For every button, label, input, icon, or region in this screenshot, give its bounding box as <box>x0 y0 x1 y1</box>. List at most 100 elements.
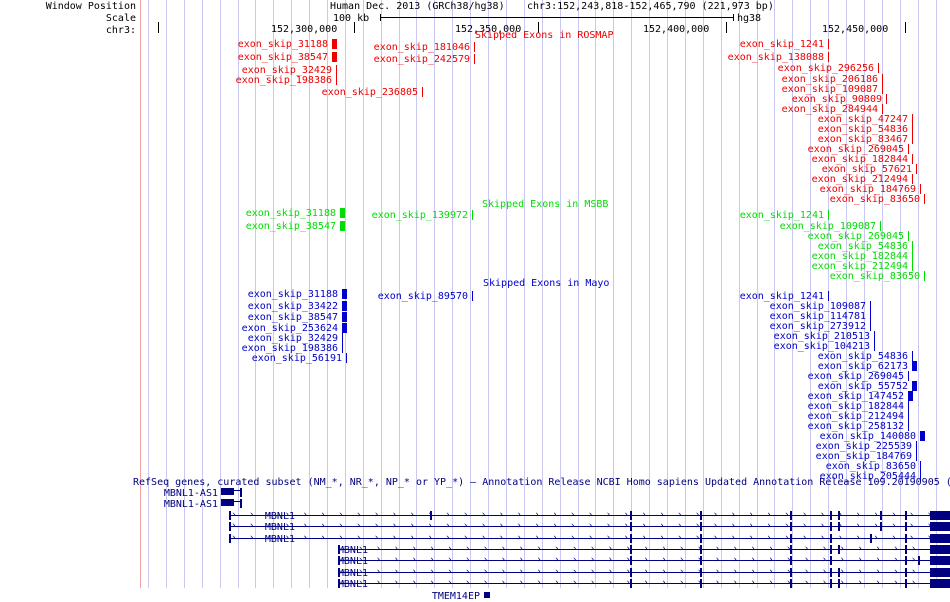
gene-exon-block[interactable] <box>240 488 242 497</box>
exon-skip-label[interactable]: exon_skip_109087 <box>0 302 866 312</box>
gene-exon-block[interactable] <box>338 545 340 554</box>
exon-skip-tick[interactable] <box>870 321 871 331</box>
gene-exon-block[interactable] <box>830 568 832 577</box>
exon-skip-label[interactable]: exon_skip_114781 <box>0 312 866 322</box>
exon-skip-label[interactable]: exon_skip_32429 <box>0 334 338 344</box>
exon-skip-label[interactable]: exon_skip_198386 <box>0 344 338 354</box>
exon-skip-label[interactable]: exon_skip_31188 <box>0 209 336 219</box>
gene-exon-block[interactable] <box>338 568 340 577</box>
exon-skip-tick[interactable] <box>474 54 475 64</box>
exon-skip-tick[interactable] <box>870 301 871 311</box>
exon-skip-label[interactable]: exon_skip_269045 <box>0 145 904 155</box>
gene-exon-block[interactable] <box>830 522 832 531</box>
exon-skip-tick[interactable] <box>920 184 921 194</box>
exon-skip-tick[interactable] <box>342 333 343 343</box>
gene-exon-block[interactable] <box>630 579 632 588</box>
exon-skip-label[interactable]: exon_skip_269045 <box>0 232 904 242</box>
exon-skip-tick[interactable] <box>336 75 337 85</box>
exon-skip-block[interactable] <box>912 381 917 391</box>
gene-exon-block[interactable] <box>880 511 882 520</box>
exon-skip-tick[interactable] <box>920 471 921 481</box>
exon-skip-label[interactable]: exon_skip_140080 <box>0 432 916 442</box>
exon-skip-label[interactable]: exon_skip_47247 <box>0 115 908 125</box>
exon-skip-tick[interactable] <box>882 104 883 114</box>
gene-exon-block[interactable] <box>918 556 920 565</box>
exon-skip-label[interactable]: exon_skip_258132 <box>0 422 904 432</box>
exon-skip-label[interactable]: exon_skip_284944 <box>0 105 878 115</box>
exon-skip-tick[interactable] <box>912 351 913 361</box>
gene-exon-block[interactable] <box>338 579 340 588</box>
exon-skip-tick[interactable] <box>828 210 829 220</box>
gene-exon-block[interactable] <box>830 579 832 588</box>
exon-skip-label[interactable]: exon_skip_182844 <box>0 155 908 165</box>
exon-skip-label[interactable]: exon_skip_38547 <box>0 53 328 63</box>
exon-skip-tick[interactable] <box>912 261 913 271</box>
gene-exon-block[interactable] <box>630 556 632 565</box>
exon-skip-tick[interactable] <box>874 331 875 341</box>
exon-skip-label[interactable]: exon_skip_31188 <box>0 290 338 300</box>
exon-skip-label[interactable]: exon_skip_242579 <box>0 55 470 65</box>
exon-skip-label[interactable]: exon_skip_182844 <box>0 402 904 412</box>
exon-skip-label[interactable]: exon_skip_56191 <box>0 354 342 364</box>
exon-skip-label[interactable]: exon_skip_55752 <box>0 382 908 392</box>
exon-skip-label[interactable]: exon_skip_38547 <box>0 313 338 323</box>
exon-skip-label[interactable]: exon_skip_109087 <box>0 222 876 232</box>
exon-skip-label[interactable]: exon_skip_89570 <box>0 292 468 302</box>
exon-skip-label[interactable]: exon_skip_139972 <box>0 211 468 221</box>
gene-exon-block[interactable] <box>838 579 840 588</box>
exon-skip-label[interactable]: exon_skip_54836 <box>0 352 908 362</box>
exon-skip-tick[interactable] <box>912 114 913 124</box>
gene-exon-block[interactable] <box>838 545 840 554</box>
gene-exon-block[interactable] <box>630 534 632 543</box>
exon-skip-label[interactable]: exon_skip_181046 <box>0 43 470 53</box>
exon-skip-label[interactable]: exon_skip_62173 <box>0 362 908 372</box>
gene-exon-block[interactable] <box>930 545 950 554</box>
gene-exon-block[interactable] <box>430 511 432 520</box>
exon-skip-block[interactable] <box>340 208 345 218</box>
exon-skip-tick[interactable] <box>886 94 887 104</box>
exon-skip-block[interactable] <box>342 312 347 322</box>
gene-exon-block[interactable] <box>700 522 702 531</box>
exon-skip-label[interactable]: exon_skip_104213 <box>0 342 870 352</box>
exon-skip-label[interactable]: exon_skip_184769 <box>0 185 916 195</box>
gene-exon-block[interactable] <box>905 534 907 543</box>
exon-skip-label[interactable]: exon_skip_147452 <box>0 392 904 402</box>
gene-exon-block[interactable] <box>790 556 792 565</box>
gene-exon-block[interactable] <box>338 556 340 565</box>
exon-skip-label[interactable]: exon_skip_182844 <box>0 252 908 262</box>
exon-skip-label[interactable]: exon_skip_83650 <box>0 272 920 282</box>
exon-skip-label[interactable]: exon_skip_90809 <box>0 95 882 105</box>
exon-skip-tick[interactable] <box>908 411 909 421</box>
gene-name-label[interactable]: MBNL1 <box>337 545 368 556</box>
exon-skip-block[interactable] <box>920 431 925 441</box>
exon-skip-tick[interactable] <box>828 39 829 49</box>
gene-exon-block[interactable] <box>905 579 907 588</box>
gene-name-label[interactable]: MBNL1 <box>264 534 295 545</box>
exon-skip-label[interactable]: exon_skip_273912 <box>0 322 866 332</box>
exon-skip-block[interactable] <box>332 39 337 49</box>
gene-exon-block[interactable] <box>830 545 832 554</box>
exon-skip-block[interactable] <box>342 323 347 333</box>
exon-skip-label[interactable]: exon_skip_296256 <box>0 64 874 74</box>
exon-skip-label[interactable]: exon_skip_205444 <box>0 472 916 482</box>
gene-exon-block[interactable] <box>930 511 950 520</box>
exon-skip-tick[interactable] <box>912 154 913 164</box>
exon-skip-tick[interactable] <box>912 124 913 134</box>
gene-name-label[interactable]: MBNL1 <box>264 522 295 533</box>
gene-exon-block[interactable] <box>229 511 231 520</box>
exon-skip-tick[interactable] <box>912 174 913 184</box>
exon-skip-label[interactable]: exon_skip_83650 <box>0 195 920 205</box>
gene-exon-block[interactable] <box>630 522 632 531</box>
exon-skip-label[interactable]: exon_skip_184769 <box>0 452 912 462</box>
exon-skip-label[interactable]: exon_skip_269045 <box>0 372 904 382</box>
gene-exon-block[interactable] <box>700 579 702 588</box>
gene-exon-block[interactable] <box>790 534 792 543</box>
exon-skip-tick[interactable] <box>924 271 925 281</box>
exon-skip-label[interactable]: exon_skip_1241 <box>0 211 824 221</box>
exon-skip-label[interactable]: exon_skip_83650 <box>0 462 916 472</box>
gene-exon-block[interactable] <box>221 499 234 506</box>
exon-skip-tick[interactable] <box>422 87 423 97</box>
gene-exon-block[interactable] <box>790 522 792 531</box>
exon-skip-tick[interactable] <box>908 371 909 381</box>
